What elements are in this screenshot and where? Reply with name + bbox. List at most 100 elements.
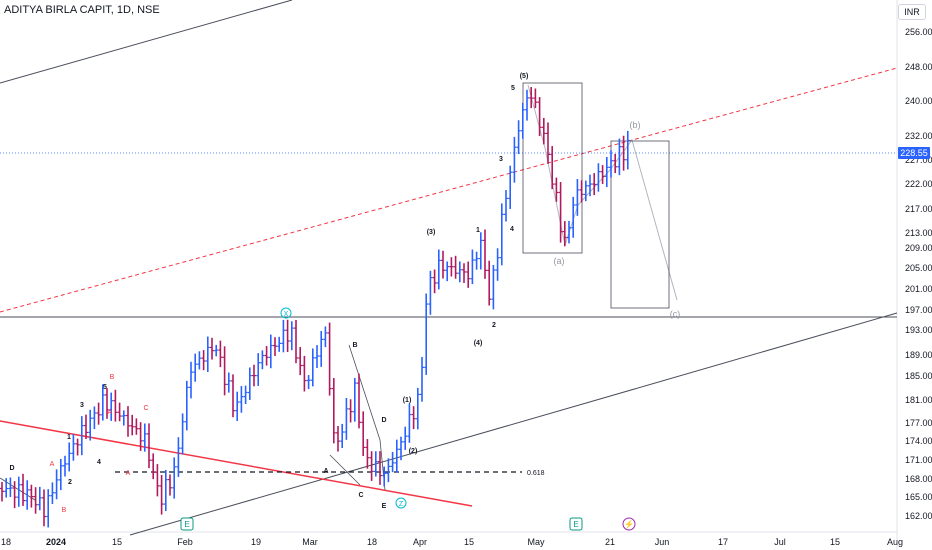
price-bar: [415, 387, 420, 430]
price-bar: [260, 350, 265, 370]
price-bar: [298, 347, 303, 376]
price-bar: [247, 367, 252, 400]
price-bar: [42, 489, 46, 527]
price-bar: [294, 319, 298, 364]
wave-label: (1): [403, 397, 412, 404]
price-bar: [466, 261, 471, 288]
price-bar: [315, 345, 319, 368]
price-bar: [189, 361, 193, 399]
y-tick-label: 177.00: [905, 418, 932, 428]
price-bar: [222, 346, 227, 396]
price-bar: [491, 264, 496, 310]
wave-label-gray: (a): [554, 256, 565, 266]
x-tick-label: Jul: [774, 537, 786, 547]
wave-label: D: [381, 417, 386, 424]
price-bar: [142, 423, 147, 452]
price-bar: [499, 203, 504, 266]
price-bar: [226, 372, 231, 393]
y-tick-label: 213.00: [905, 228, 932, 238]
price-bar: [369, 451, 374, 481]
wave-box: [522, 82, 583, 254]
price-bar: [147, 423, 151, 469]
price-bar: [378, 451, 382, 485]
price-bar: [537, 97, 542, 137]
price-bar: [453, 255, 458, 279]
price-bar: [285, 319, 290, 353]
price-bar: [583, 180, 588, 202]
fib-label: 0.618: [527, 470, 545, 477]
price-bar: [117, 402, 122, 422]
price-bar: [457, 261, 462, 283]
price-bar: [386, 458, 391, 483]
y-tick-label: 205.00: [905, 263, 932, 273]
currency-label[interactable]: INR: [898, 4, 926, 20]
price-bar: [361, 411, 366, 457]
price-bar: [12, 481, 17, 509]
price-bar: [592, 173, 597, 196]
price-bar: [109, 392, 114, 421]
price-bar: [88, 409, 93, 441]
y-tick-label: 222.00: [905, 179, 932, 189]
price-bar: [25, 480, 30, 510]
wave-label: 2: [492, 322, 496, 329]
x-tick-label: Aug: [887, 537, 903, 547]
price-bar: [554, 177, 559, 202]
price-bar: [462, 263, 466, 283]
projection-line: [527, 84, 678, 301]
price-bar: [441, 250, 445, 279]
price-bar: [46, 489, 51, 528]
wave-label: 4: [97, 459, 101, 466]
price-bar: [567, 220, 571, 244]
price-bar: [172, 457, 177, 499]
y-tick-label: 197.00: [905, 305, 932, 315]
price-bar: [596, 163, 601, 192]
price-bar: [621, 135, 626, 171]
price-bar: [575, 179, 580, 216]
price-bar: [100, 384, 105, 421]
price-bar: [617, 138, 622, 176]
price-bar: [399, 436, 403, 461]
price-bar: [4, 478, 9, 498]
wave-label: (3): [427, 229, 436, 236]
price-bar: [235, 391, 240, 421]
price-bar: [155, 464, 160, 497]
price-bar: [277, 336, 282, 352]
price-bar: [302, 355, 307, 392]
price-bar: [21, 473, 25, 506]
price-bar: [525, 89, 529, 121]
price-bar: [449, 257, 454, 277]
price-bar: [138, 422, 143, 451]
price-bar: [550, 146, 555, 190]
price-bar: [411, 406, 416, 430]
wave-label: 3: [499, 156, 503, 163]
wave-label: 5: [511, 85, 515, 92]
x-tick-label: Jun: [655, 537, 670, 547]
x-tick-label: Mar: [302, 537, 318, 547]
price-bar: [327, 322, 332, 396]
wave-label-red: C: [143, 405, 148, 412]
price-bar: [281, 319, 286, 353]
x-tick-label: 19: [251, 537, 261, 547]
last-price-badge: [898, 147, 930, 159]
x-tick-label: Apr: [413, 537, 427, 547]
wave-circle: [395, 497, 407, 509]
trendline-red: [0, 420, 473, 507]
price-bar: [201, 350, 206, 371]
x-tick-label: May: [527, 537, 545, 547]
price-bar: [541, 117, 546, 145]
price-bar: [600, 165, 605, 184]
price-bar: [348, 399, 353, 423]
price-bar: [210, 337, 214, 360]
y-tick-label: 248.00: [905, 62, 932, 72]
wave-circle: [280, 307, 292, 319]
price-bar: [113, 389, 118, 422]
price-bar: [445, 261, 450, 282]
price-bar: [79, 416, 84, 456]
price-bar: [239, 386, 244, 413]
wave-label: C: [358, 492, 363, 499]
price-bar: [571, 196, 576, 238]
x-tick-label: 15: [464, 537, 474, 547]
price-bar: [609, 150, 613, 178]
event-marker: [622, 517, 636, 531]
